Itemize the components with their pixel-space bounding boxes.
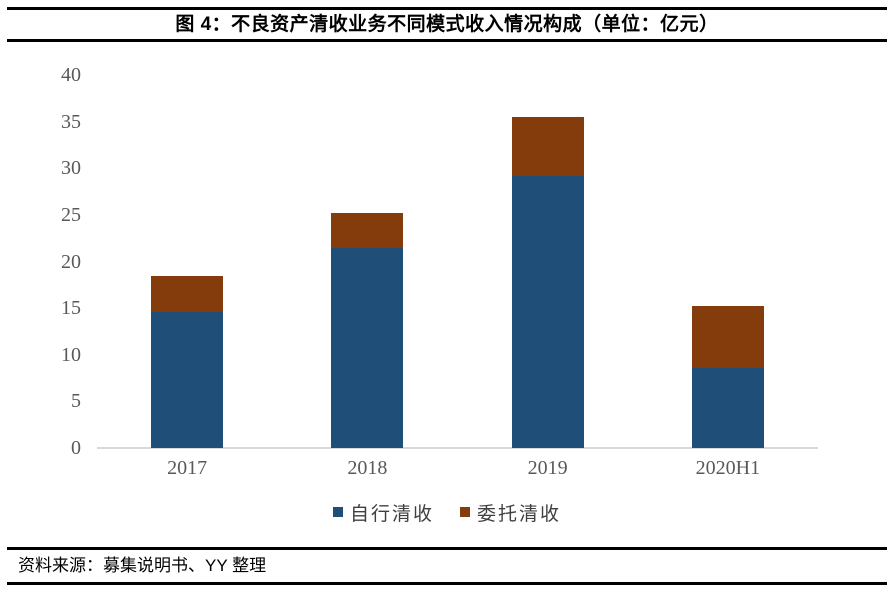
y-tick-label: 5 [71, 390, 81, 413]
footer-bottom-line [7, 582, 887, 585]
legend-item: 委托清收 [460, 499, 561, 526]
y-tick-label: 15 [61, 297, 81, 320]
legend-label: 自行清收 [349, 503, 434, 525]
x-axis-line [97, 447, 818, 449]
bar-segment-2020H1-自行清收 [691, 367, 764, 448]
y-tick-label: 20 [61, 250, 81, 273]
legend-swatch-icon [460, 507, 470, 517]
bar-segment-2017-自行清收 [151, 311, 224, 448]
x-axis-label: 2020H1 [695, 457, 761, 479]
bar-segment-2018-自行清收 [331, 248, 404, 448]
y-tick-label: 30 [61, 157, 81, 180]
bar-segment-2018-委托清收 [331, 213, 404, 249]
bar-segment-2020H1-委托清收 [691, 306, 764, 368]
y-tick-label: 10 [61, 343, 81, 366]
top-border-line [7, 7, 887, 10]
bar-segment-2017-委托清收 [151, 275, 224, 312]
title-underline [7, 39, 887, 42]
y-tick-label: 40 [61, 64, 81, 86]
y-tick-label: 25 [61, 203, 81, 226]
y-tick-label: 0 [71, 437, 81, 459]
legend-item: 自行清收 [332, 499, 434, 526]
x-axis-label: 2017 [167, 457, 208, 479]
x-axis-label: 2018 [347, 457, 388, 479]
bar-segment-2019-自行清收 [511, 175, 584, 448]
legend-label: 委托清收 [477, 503, 562, 525]
y-tick-label: 35 [61, 110, 81, 133]
bar-segment-2019-委托清收 [511, 117, 584, 176]
source-note: 资料来源：募集说明书、YY 整理 [18, 556, 267, 575]
footer-top-line [7, 547, 887, 550]
figure-title: 图 4：不良资产清收业务不同模式收入情况构成（单位：亿元） [175, 14, 719, 35]
legend-swatch-icon [332, 507, 343, 517]
x-axis-label: 2019 [527, 457, 568, 479]
chart-legend: 自行清收 委托清收 [0, 499, 894, 526]
